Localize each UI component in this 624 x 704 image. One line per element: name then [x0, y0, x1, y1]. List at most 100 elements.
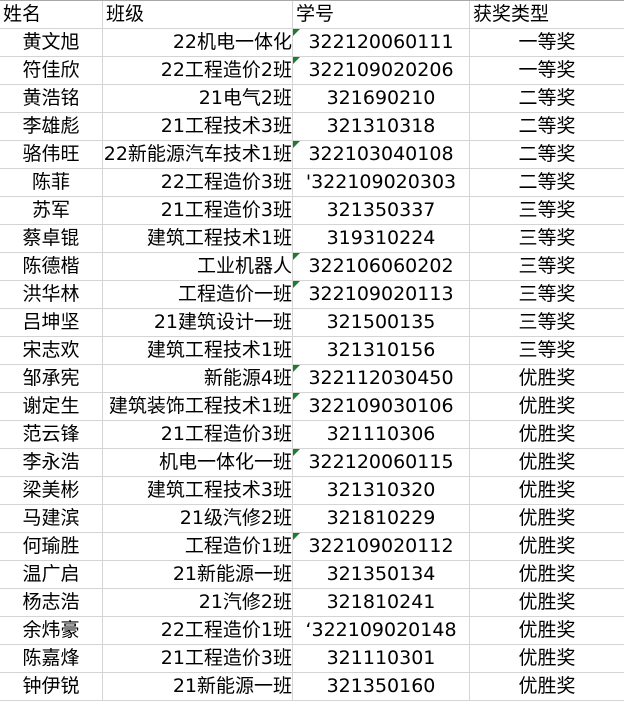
cell-student-id[interactable]: 322109030106 — [293, 393, 470, 420]
cell-name[interactable]: 吕坤坚 — [0, 309, 103, 336]
cell-class[interactable]: 建筑工程技术3班 — [103, 477, 293, 504]
cell-award[interactable]: 优胜奖 — [518, 619, 576, 641]
cell-award[interactable]: 优胜奖 — [518, 395, 576, 417]
cell-award[interactable]: 三等奖 — [518, 255, 576, 277]
cell-award[interactable]: 二等奖 — [518, 171, 576, 193]
cell-name[interactable]: 马建滨 — [0, 505, 103, 532]
cell-name[interactable]: 梁美彬 — [0, 477, 103, 504]
cell-class[interactable]: 22新能源汽车技术1班 — [103, 141, 293, 168]
cell-student-id[interactable]: 322120060111 — [293, 29, 470, 56]
cell-award[interactable]: 优胜奖 — [518, 451, 576, 473]
cell-student-id[interactable]: 321690210 — [293, 85, 470, 112]
cell-name[interactable]: 钟伊锐 — [0, 673, 103, 700]
cell-class[interactable]: 21级汽修2班 — [103, 505, 293, 532]
cell-student-id[interactable]: ‘322109020148 — [293, 617, 470, 644]
cell-class[interactable]: 22工程造价2班 — [103, 57, 293, 84]
cell-class[interactable]: 21工程造价3班 — [103, 421, 293, 448]
cell-name[interactable]: 陈菲 — [0, 169, 103, 196]
cell-student-id[interactable]: 322109020112 — [293, 533, 470, 560]
cell-award[interactable]: 三等奖 — [518, 311, 576, 333]
cell-name[interactable]: 李永浩 — [0, 449, 103, 476]
cell-name[interactable]: 洪华林 — [0, 281, 103, 308]
cell-award[interactable]: 优胜奖 — [518, 367, 576, 389]
header-student-id[interactable]: 学号 — [293, 1, 470, 28]
cell-student-id[interactable]: 321350160 — [293, 673, 470, 700]
cell-award[interactable]: 三等奖 — [518, 339, 576, 361]
cell-student-id[interactable]: 322120060115 — [293, 449, 470, 476]
cell-student-id[interactable]: 321810241 — [293, 589, 470, 616]
cell-name[interactable]: 蔡卓锟 — [0, 225, 103, 252]
cell-student-id[interactable]: 322106060202 — [293, 253, 470, 280]
cell-award[interactable]: 优胜奖 — [518, 591, 576, 613]
cell-class[interactable]: 建筑工程技术1班 — [103, 337, 293, 364]
cell-class[interactable]: 22机电一体化 — [103, 29, 293, 56]
cell-student-id[interactable]: 322109020113 — [293, 281, 470, 308]
cell-student-id[interactable]: 321110301 — [293, 645, 470, 672]
cell-name[interactable]: 温广启 — [0, 561, 103, 588]
cell-class[interactable]: 21汽修2班 — [103, 589, 293, 616]
cell-name[interactable]: 邹承宪 — [0, 365, 103, 392]
cell-award[interactable]: 优胜奖 — [518, 479, 576, 501]
cell-award[interactable]: 优胜奖 — [518, 507, 576, 529]
cell-class[interactable]: 机电一体化一班 — [103, 449, 293, 476]
cell-award[interactable]: 二等奖 — [518, 143, 576, 165]
cell-award[interactable]: 优胜奖 — [518, 675, 576, 697]
cell-name[interactable]: 谢定生 — [0, 393, 103, 420]
cell-name[interactable]: 杨志浩 — [0, 589, 103, 616]
header-name[interactable]: 姓名 — [0, 1, 103, 28]
cell-class[interactable]: 工业机器人 — [103, 253, 293, 280]
cell-class[interactable]: 22工程造价3班 — [103, 169, 293, 196]
cell-student-id[interactable]: 321810229 — [293, 505, 470, 532]
cell-award[interactable]: 优胜奖 — [518, 647, 576, 669]
cell-student-id[interactable]: 322109020206 — [293, 57, 470, 84]
cell-class[interactable]: 工程造价一班 — [103, 281, 293, 308]
cell-name[interactable]: 符佳欣 — [0, 57, 103, 84]
cell-student-id[interactable]: 321310156 — [293, 337, 470, 364]
cell-student-id[interactable]: 322112030450 — [293, 365, 470, 392]
cell-student-id[interactable]: 321310320 — [293, 477, 470, 504]
cell-class[interactable]: 21电气2班 — [103, 85, 293, 112]
cell-award[interactable]: 二等奖 — [518, 87, 576, 109]
cell-award[interactable]: 一等奖 — [518, 31, 576, 53]
cell-name[interactable]: 何瑜胜 — [0, 533, 103, 560]
cell-award[interactable]: 优胜奖 — [518, 563, 576, 585]
cell-class[interactable]: 21工程技术3班 — [103, 113, 293, 140]
cell-award[interactable]: 三等奖 — [518, 283, 576, 305]
header-class[interactable]: 班级 — [103, 1, 293, 28]
cell-award[interactable]: 三等奖 — [518, 227, 576, 249]
cell-name[interactable]: 陈嘉烽 — [0, 645, 103, 672]
cell-student-id[interactable]: 321350134 — [293, 561, 470, 588]
cell-award[interactable]: 一等奖 — [518, 59, 576, 81]
cell-name[interactable]: 黄浩铭 — [0, 85, 103, 112]
cell-student-id[interactable]: '322109020303 — [293, 169, 470, 196]
cell-class[interactable]: 21建筑设计一班 — [103, 309, 293, 336]
header-award-type[interactable]: 获奖类型 — [473, 3, 550, 25]
cell-class[interactable]: 22工程造价1班 — [103, 617, 293, 644]
cell-student-id[interactable]: 321500135 — [293, 309, 470, 336]
cell-class[interactable]: 21工程造价3班 — [103, 645, 293, 672]
cell-name[interactable]: 宋志欢 — [0, 337, 103, 364]
cell-award[interactable]: 优胜奖 — [518, 535, 576, 557]
cell-name[interactable]: 陈德楷 — [0, 253, 103, 280]
cell-name[interactable]: 李雄彪 — [0, 113, 103, 140]
cell-student-id[interactable]: 319310224 — [293, 225, 470, 252]
cell-student-id[interactable]: 321310318 — [293, 113, 470, 140]
cell-class[interactable]: 新能源4班 — [103, 365, 293, 392]
cell-award[interactable]: 优胜奖 — [518, 423, 576, 445]
cell-class[interactable]: 21新能源一班 — [103, 561, 293, 588]
cell-class[interactable]: 建筑工程技术1班 — [103, 225, 293, 252]
cell-name[interactable]: 黄文旭 — [0, 29, 103, 56]
cell-award[interactable]: 三等奖 — [518, 199, 576, 221]
cell-student-id[interactable]: 322103040108 — [293, 141, 470, 168]
cell-class[interactable]: 21新能源一班 — [103, 673, 293, 700]
cell-name[interactable]: 范云锋 — [0, 421, 103, 448]
cell-student-id[interactable]: 321350337 — [293, 197, 470, 224]
cell-name[interactable]: 苏军 — [0, 197, 103, 224]
cell-name[interactable]: 骆伟旺 — [0, 141, 103, 168]
cell-student-id[interactable]: 321110306 — [293, 421, 470, 448]
cell-name[interactable]: 余炜豪 — [0, 617, 103, 644]
cell-class[interactable]: 21工程造价3班 — [103, 197, 293, 224]
cell-class[interactable]: 建筑装饰工程技术1班 — [103, 393, 293, 420]
cell-award[interactable]: 二等奖 — [518, 115, 576, 137]
cell-class[interactable]: 工程造价1班 — [103, 533, 293, 560]
